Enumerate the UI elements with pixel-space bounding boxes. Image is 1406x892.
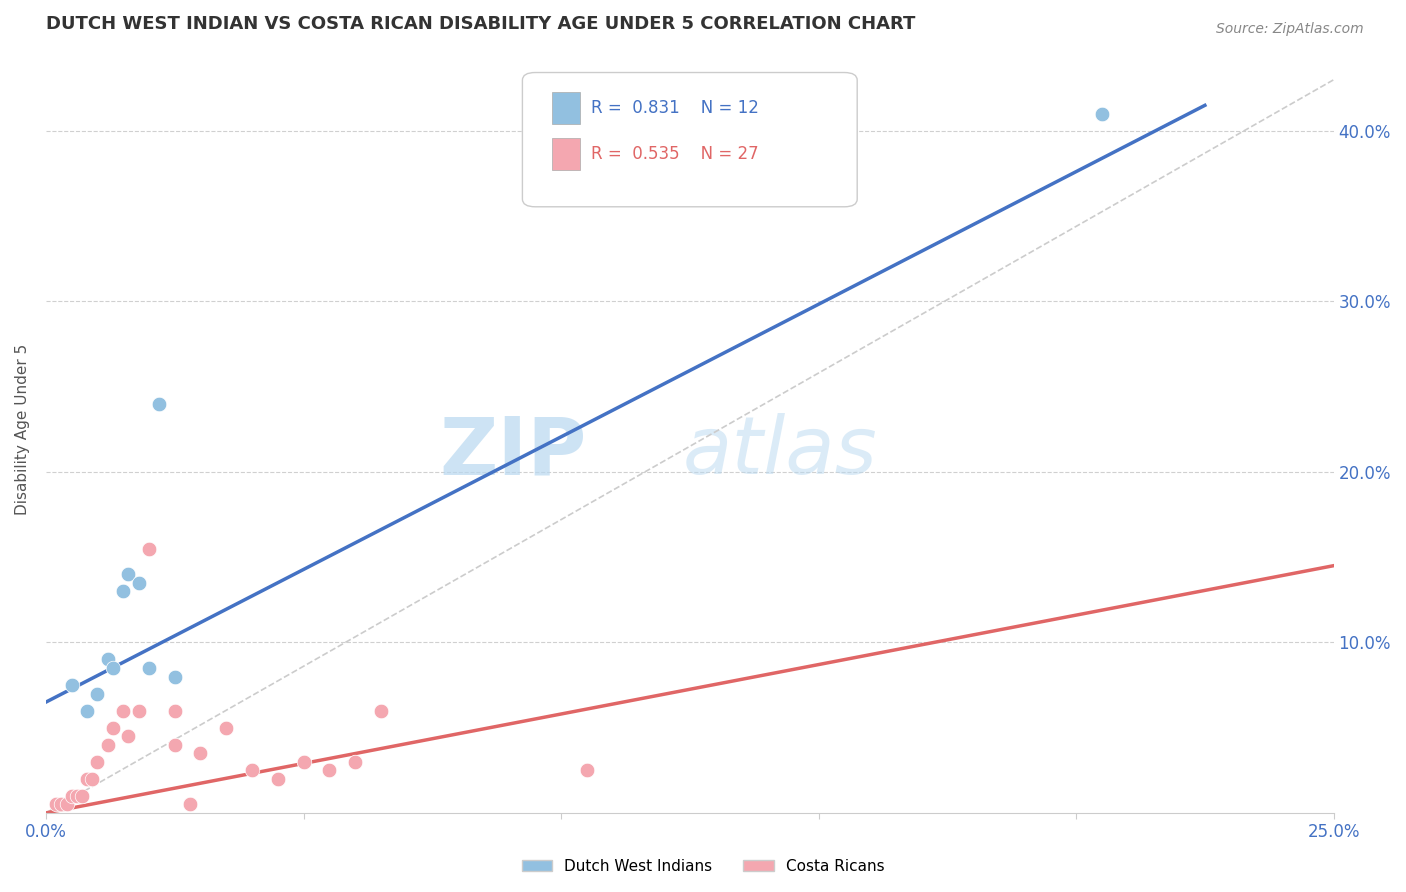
Point [240,764,263,778]
Point [128,704,150,718]
Legend: Dutch West Indians, Costa Ricans: Dutch West Indians, Costa Ricans [516,853,890,880]
Point [1091,107,1114,121]
FancyBboxPatch shape [523,72,858,207]
Point [82,772,104,786]
Point [318,764,340,778]
Text: atlas: atlas [682,413,877,491]
Point [55,797,77,812]
Point [138,541,160,556]
Text: R =  0.535    N = 27: R = 0.535 N = 27 [591,145,758,163]
Point [163,738,186,752]
FancyBboxPatch shape [553,137,581,170]
Point [66,789,89,803]
Point [148,397,170,411]
Point [112,584,135,599]
FancyBboxPatch shape [553,92,581,124]
Point [76,704,98,718]
Point [86,755,108,769]
Point [60,789,83,803]
Y-axis label: Disability Age Under 5: Disability Age Under 5 [15,343,30,515]
Point [117,729,139,743]
Point [70,789,93,803]
Point [101,721,124,735]
Point [51,797,73,812]
Point [138,661,160,675]
Text: Source: ZipAtlas.com: Source: ZipAtlas.com [1216,22,1364,37]
Point [292,755,315,769]
Point [575,764,598,778]
Text: R =  0.831    N = 12: R = 0.831 N = 12 [591,99,758,117]
Text: ZIP: ZIP [440,413,586,491]
Point [60,678,83,692]
Point [112,704,135,718]
Point [76,772,98,786]
Point [45,797,67,812]
Point [370,704,392,718]
Point [343,755,366,769]
Point [163,704,186,718]
Point [179,797,201,812]
Point [128,575,150,590]
Point [101,661,124,675]
Text: DUTCH WEST INDIAN VS COSTA RICAN DISABILITY AGE UNDER 5 CORRELATION CHART: DUTCH WEST INDIAN VS COSTA RICAN DISABIL… [46,15,915,33]
Point [215,721,238,735]
Point [97,738,120,752]
Point [163,669,186,683]
Point [86,687,108,701]
Point [267,772,290,786]
Point [190,746,212,760]
Point [97,652,120,666]
Point [117,567,139,582]
